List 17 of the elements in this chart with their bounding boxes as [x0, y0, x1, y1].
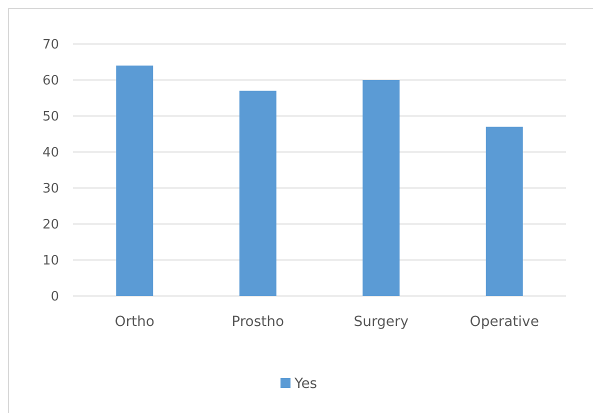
bar: [239, 90, 276, 296]
x-tick-label: Surgery: [354, 314, 409, 330]
y-tick-label: 0: [50, 290, 59, 305]
y-tick-label: 40: [42, 146, 59, 161]
y-tick-label: 30: [42, 182, 59, 197]
bar: [362, 80, 400, 296]
x-tick-label: Operative: [470, 314, 539, 330]
x-tick-label: Prostho: [232, 314, 284, 330]
x-tick-label: Ortho: [114, 314, 154, 330]
y-tick-label: 70: [42, 38, 59, 53]
bar: [116, 66, 154, 296]
y-tick-label: 60: [42, 74, 59, 89]
y-tick-label: 50: [42, 110, 59, 125]
y-tick-label: 10: [42, 254, 59, 269]
y-tick-label: 20: [42, 218, 59, 233]
bar: [486, 126, 523, 296]
legend-label: Yes: [294, 376, 318, 392]
